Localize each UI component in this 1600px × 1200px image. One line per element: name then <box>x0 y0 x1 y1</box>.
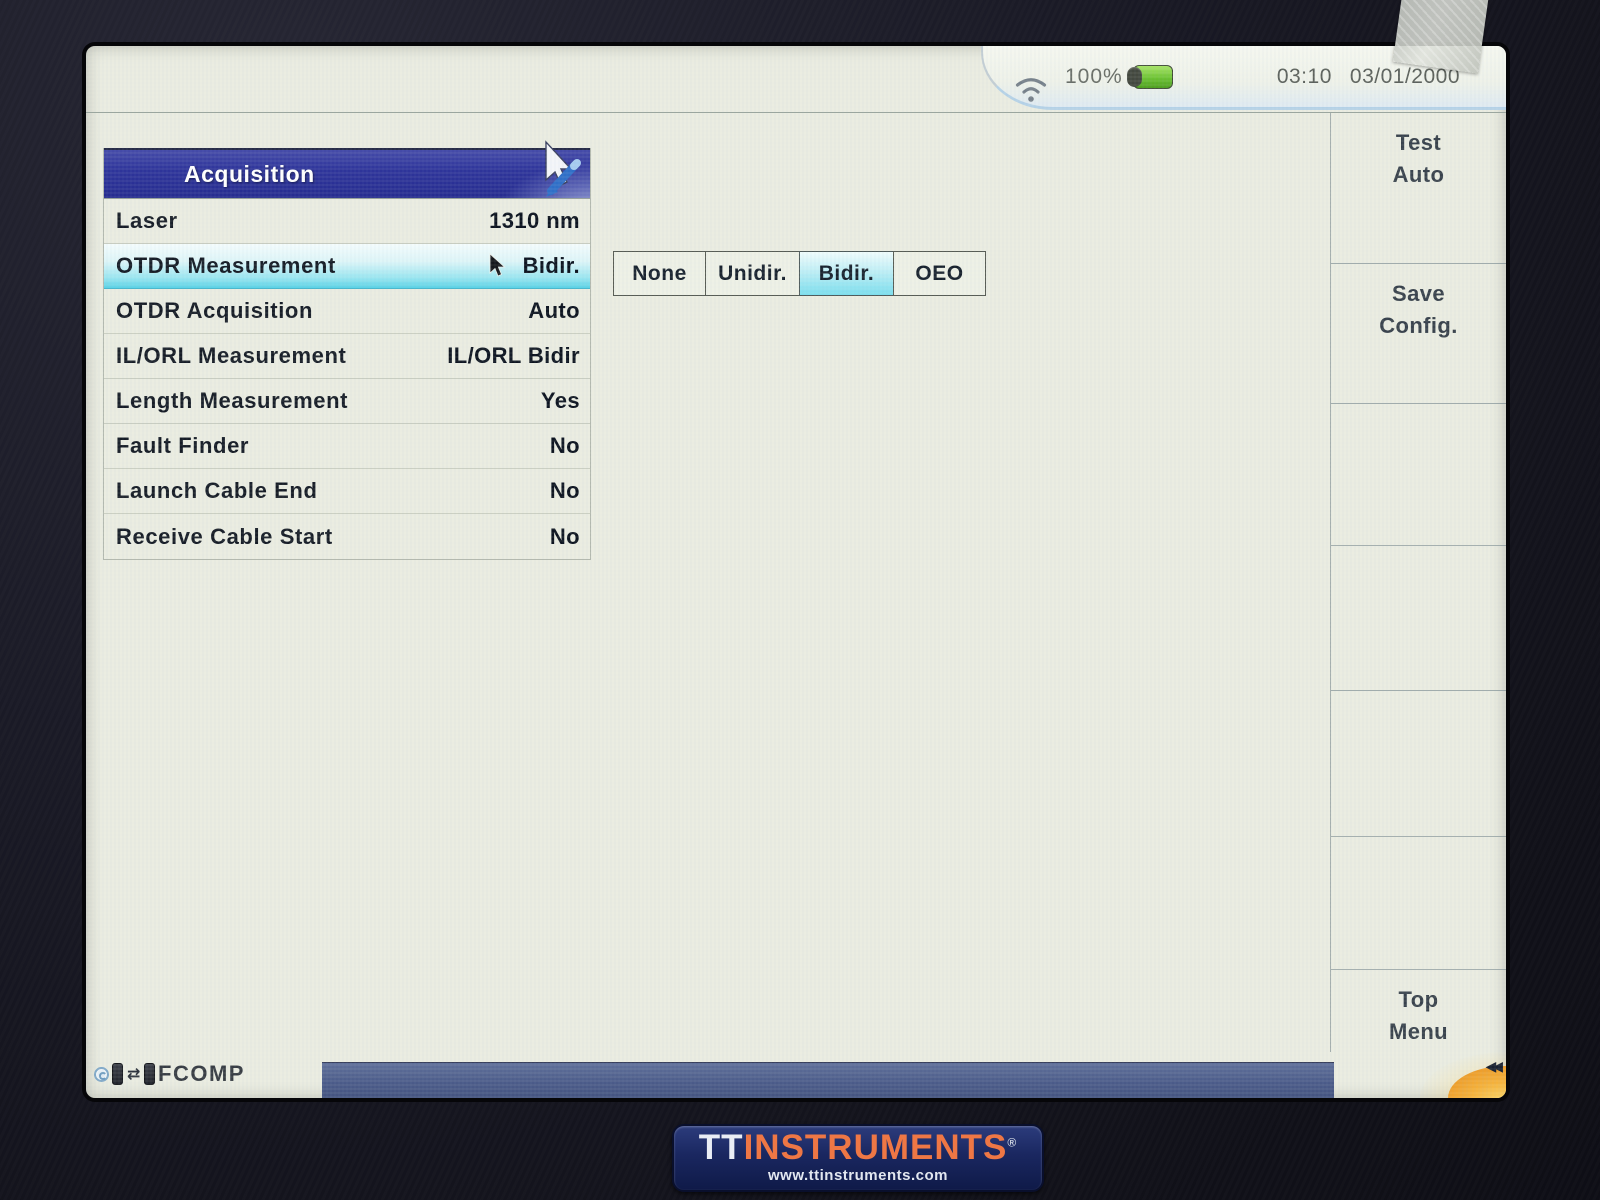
softkey-empty-1 <box>1331 403 1506 545</box>
wifi-icon <box>1015 78 1047 102</box>
brand-url: www.ttinstruments.com <box>768 1166 948 1184</box>
taskbar-app-label[interactable]: FCOMP <box>158 1061 245 1086</box>
softkey-sidebar: Test Auto Save Config. Top Menu <box>1331 113 1506 1052</box>
edit-icon[interactable] <box>520 136 586 202</box>
option-bidir-button[interactable]: Bidir. <box>799 251 894 296</box>
setting-row-otdr-acquisition[interactable]: OTDR Acquisition Auto <box>104 289 590 334</box>
clock: 03:10 03/01/2000 <box>1277 65 1506 89</box>
taskbar-icons: ⇄ <box>94 1063 156 1085</box>
setting-row-receive-cable-start[interactable]: Receive Cable Start No <box>104 514 590 559</box>
softkey-test-auto[interactable]: Test Auto <box>1392 130 1445 187</box>
setting-value: No <box>549 523 580 549</box>
otdr-measurement-options: None Unidir. Bidir. OEO <box>613 251 986 296</box>
status-date: 03/01/2000 <box>1349 64 1460 88</box>
battery-percentage: 100% <box>1065 64 1123 88</box>
mouse-cursor-icon <box>489 253 506 277</box>
setting-label: Fault Finder <box>116 433 250 458</box>
tape <box>1392 0 1490 74</box>
setting-row-otdr-measurement[interactable]: OTDR Measurement Bidir. <box>104 244 590 289</box>
setting-label: Launch Cable End <box>116 478 318 503</box>
acquisition-header[interactable]: Acquisition <box>104 140 590 199</box>
brand-prefix: TT <box>698 1128 744 1167</box>
option-oeo-button[interactable]: OEO <box>893 251 986 296</box>
setting-value: Auto <box>528 298 580 323</box>
status-bar: 100% 03:10 03/01/2000 <box>86 46 1506 113</box>
setting-row-launch-cable-end[interactable]: Launch Cable End No <box>104 469 590 514</box>
brand-suffix: INSTRUMENTS <box>743 1128 1008 1167</box>
sidebar-divider <box>1330 113 1331 1052</box>
taskbar-active-bar[interactable] <box>322 1062 1334 1098</box>
taskbar: ⇄ FCOMP ◀◀ <box>86 1052 1506 1098</box>
setting-row-length-measurement[interactable]: Length Measurement Yes <box>104 379 590 424</box>
brand-badge: TTINSTRUMENTS® www.ttinstruments.com <box>672 1124 1044 1192</box>
setting-label: IL/ORL Measurement <box>116 343 347 368</box>
status-spiral-icon <box>94 1066 109 1082</box>
registered-mark: ® <box>1007 1135 1018 1150</box>
screen: 100% 03:10 03/01/2000 Acquisition <box>86 46 1506 1098</box>
setting-label: Laser <box>116 208 178 233</box>
status-time: 03:10 <box>1276 64 1332 88</box>
acquisition-panel: Acquisition Laser 1310 nm OTDR Measureme… <box>103 140 591 560</box>
softkey-empty-3 <box>1331 690 1506 836</box>
transfer-arrows-icon: ⇄ <box>127 1066 141 1083</box>
rewind-icon: ◀◀ <box>1485 1058 1502 1074</box>
option-none-button[interactable]: None <box>613 251 706 296</box>
setting-value: No <box>549 433 580 458</box>
module-icon <box>144 1063 156 1085</box>
softkey-empty-4 <box>1331 836 1506 969</box>
setting-row-fault-finder[interactable]: Fault Finder No <box>104 424 590 469</box>
option-unidir-button[interactable]: Unidir. <box>705 251 800 296</box>
softkey-save-config[interactable]: Save Config. <box>1331 263 1506 403</box>
brand-name: TTINSTRUMENTS® <box>674 1128 1042 1167</box>
panel-title: Acquisition <box>184 160 315 187</box>
setting-label: Length Measurement <box>116 388 349 413</box>
setting-label: OTDR Acquisition <box>116 298 313 323</box>
statusbar-divider <box>86 112 1506 113</box>
module-icon <box>112 1063 123 1085</box>
softkey-top-menu[interactable]: Top Menu <box>1331 969 1506 1052</box>
setting-row-il-orl-measurement[interactable]: IL/ORL Measurement IL/ORL Bidir <box>104 334 590 379</box>
setting-label: OTDR Measurement <box>116 253 336 278</box>
setting-label: Receive Cable Start <box>116 523 333 549</box>
setting-row-laser[interactable]: Laser 1310 nm <box>104 199 590 244</box>
softkey-empty-2 <box>1331 545 1506 690</box>
setting-value: IL/ORL Bidir <box>447 343 580 368</box>
setting-value: Yes <box>540 388 580 413</box>
setting-value: 1310 nm <box>489 208 580 233</box>
battery-icon <box>1126 62 1175 92</box>
battery-cap <box>1126 66 1142 87</box>
setting-value: No <box>549 478 580 503</box>
setting-value: Bidir. <box>522 253 580 278</box>
